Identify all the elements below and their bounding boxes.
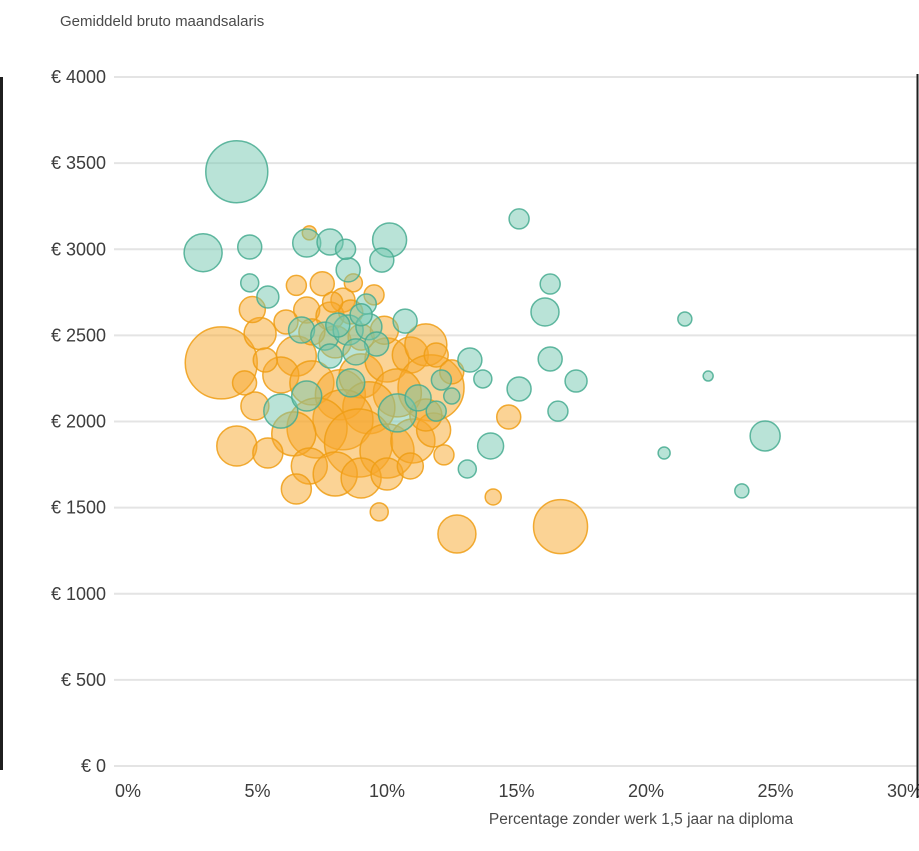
teal-bubble[interactable]: [342, 338, 370, 366]
x-tick-label: 5%: [244, 781, 270, 801]
y-tick-label: € 3000: [51, 239, 106, 259]
orange-bubble[interactable]: [484, 488, 502, 506]
teal-bubble[interactable]: [508, 208, 530, 230]
teal-bubble[interactable]: [349, 302, 373, 327]
teal-bubble[interactable]: [749, 420, 781, 452]
y-tick-label: € 2500: [51, 325, 106, 345]
x-tick-label: 30%: [887, 781, 919, 801]
orange-bubble[interactable]: [321, 291, 344, 313]
orange-bubble[interactable]: [369, 502, 389, 522]
orange-bubble[interactable]: [423, 342, 449, 368]
teal-bubble[interactable]: [530, 297, 560, 327]
y-tick-label: € 1000: [51, 584, 106, 604]
orange-bubble[interactable]: [433, 444, 455, 466]
y-tick-label: € 3500: [51, 153, 106, 173]
teal-bubble[interactable]: [734, 483, 750, 499]
teal-bubble[interactable]: [443, 387, 461, 405]
orange-bubble[interactable]: [495, 404, 522, 430]
teal-bubble[interactable]: [430, 369, 453, 391]
x-tick-label: 10%: [369, 781, 405, 801]
orange-bubble[interactable]: [252, 347, 279, 373]
teal-bubble[interactable]: [473, 369, 493, 389]
teal-bubble[interactable]: [325, 312, 351, 338]
teal-bubble[interactable]: [457, 347, 483, 373]
teal-bubble[interactable]: [263, 393, 299, 429]
orange-bubble[interactable]: [309, 270, 335, 297]
x-tick-label: 20%: [628, 781, 664, 801]
teal-bubble[interactable]: [677, 311, 693, 327]
teal-bubble[interactable]: [392, 308, 418, 334]
orange-bubble[interactable]: [252, 437, 284, 469]
teal-bubble[interactable]: [537, 346, 563, 372]
teal-bubble[interactable]: [183, 232, 223, 273]
teal-bubble[interactable]: [564, 369, 588, 393]
teal-bubble[interactable]: [290, 380, 323, 412]
teal-bubble[interactable]: [317, 343, 343, 369]
teal-bubble[interactable]: [657, 446, 671, 460]
teal-bubble[interactable]: [404, 384, 432, 412]
teal-bubble[interactable]: [239, 273, 260, 293]
teal-bubble[interactable]: [334, 238, 357, 260]
orange-bubble[interactable]: [396, 452, 425, 480]
teal-bubble[interactable]: [702, 370, 714, 382]
orange-bubble[interactable]: [285, 274, 308, 297]
y-tick-label: € 0: [81, 756, 106, 776]
x-tick-label: 15%: [498, 781, 534, 801]
teal-bubble[interactable]: [256, 285, 280, 309]
teal-bubble[interactable]: [205, 139, 269, 204]
x-axis-label: Percentage zonder werk 1,5 jaar na diplo…: [488, 811, 794, 828]
teal-bubble[interactable]: [457, 459, 478, 479]
teal-bubble[interactable]: [547, 400, 569, 422]
teal-bubble[interactable]: [335, 257, 361, 283]
y-tick-label: € 500: [61, 670, 106, 690]
y-tick-label: € 2000: [51, 412, 106, 432]
orange-bubble[interactable]: [216, 425, 258, 467]
y-tick-label: € 1500: [51, 498, 106, 518]
orange-bubble[interactable]: [231, 370, 258, 396]
teal-bubble[interactable]: [476, 432, 505, 460]
y-tick-label: € 4000: [51, 67, 106, 87]
y-axis-title: Gemiddeld bruto maandsalaris: [60, 13, 265, 30]
orange-bubble[interactable]: [437, 514, 477, 554]
teal-bubble[interactable]: [506, 376, 532, 402]
x-tick-label: 0%: [115, 781, 141, 801]
orange-bubble[interactable]: [280, 473, 313, 505]
orange-bubble[interactable]: [532, 498, 589, 555]
teal-bubble[interactable]: [425, 400, 447, 422]
teal-bubble[interactable]: [335, 368, 366, 398]
teal-bubble[interactable]: [236, 234, 263, 260]
teal-bubble[interactable]: [539, 273, 561, 295]
teal-bubble[interactable]: [369, 247, 395, 273]
x-tick-label: 25%: [757, 781, 793, 801]
